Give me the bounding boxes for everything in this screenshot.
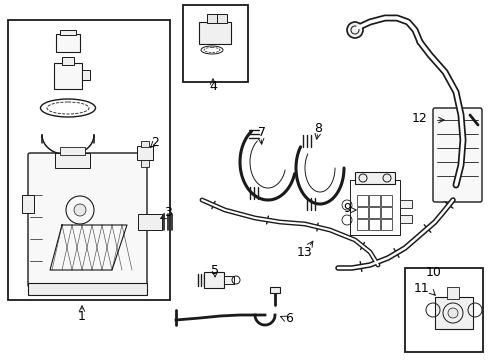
Bar — [380, 207, 391, 218]
Text: 4: 4 — [209, 81, 217, 94]
Bar — [354, 172, 394, 184]
Bar — [56, 34, 80, 52]
Bar — [54, 63, 82, 89]
Bar — [446, 287, 458, 299]
FancyBboxPatch shape — [432, 108, 481, 202]
Bar — [55, 153, 90, 168]
Text: 5: 5 — [210, 264, 219, 276]
Bar — [141, 160, 149, 167]
Text: 3: 3 — [164, 207, 172, 220]
Text: 8: 8 — [313, 122, 321, 135]
Bar — [183, 5, 247, 82]
Bar — [356, 207, 367, 218]
Bar — [356, 219, 367, 230]
Text: 10: 10 — [425, 266, 441, 279]
Bar — [434, 297, 472, 329]
Text: 2: 2 — [151, 135, 159, 148]
Bar — [82, 70, 90, 80]
Bar — [399, 215, 411, 223]
Bar — [62, 57, 74, 65]
Circle shape — [346, 22, 362, 38]
Bar — [217, 14, 226, 23]
Text: 9: 9 — [343, 202, 350, 215]
Text: 6: 6 — [285, 311, 292, 324]
Bar — [356, 195, 367, 206]
Bar — [368, 195, 379, 206]
Bar — [60, 147, 85, 155]
Bar — [368, 207, 379, 218]
Circle shape — [74, 204, 86, 216]
Text: 13: 13 — [297, 246, 312, 258]
Bar — [399, 200, 411, 208]
Bar — [368, 219, 379, 230]
Bar — [224, 276, 234, 284]
FancyBboxPatch shape — [28, 153, 147, 287]
Text: 1: 1 — [78, 310, 86, 323]
Bar — [138, 214, 162, 230]
Bar — [380, 195, 391, 206]
Bar — [141, 141, 149, 147]
Text: 7: 7 — [258, 126, 265, 139]
Bar — [206, 14, 217, 23]
Bar — [137, 146, 153, 160]
Bar — [380, 219, 391, 230]
Text: 12: 12 — [411, 112, 427, 125]
Bar — [8, 20, 170, 300]
Bar — [60, 30, 76, 35]
Circle shape — [447, 308, 457, 318]
Bar — [203, 272, 224, 288]
Bar — [404, 268, 482, 352]
Bar — [22, 195, 34, 213]
Bar — [28, 283, 147, 295]
Text: 11: 11 — [413, 282, 429, 294]
Bar — [199, 22, 230, 44]
Bar — [349, 180, 399, 235]
Bar — [269, 287, 280, 293]
